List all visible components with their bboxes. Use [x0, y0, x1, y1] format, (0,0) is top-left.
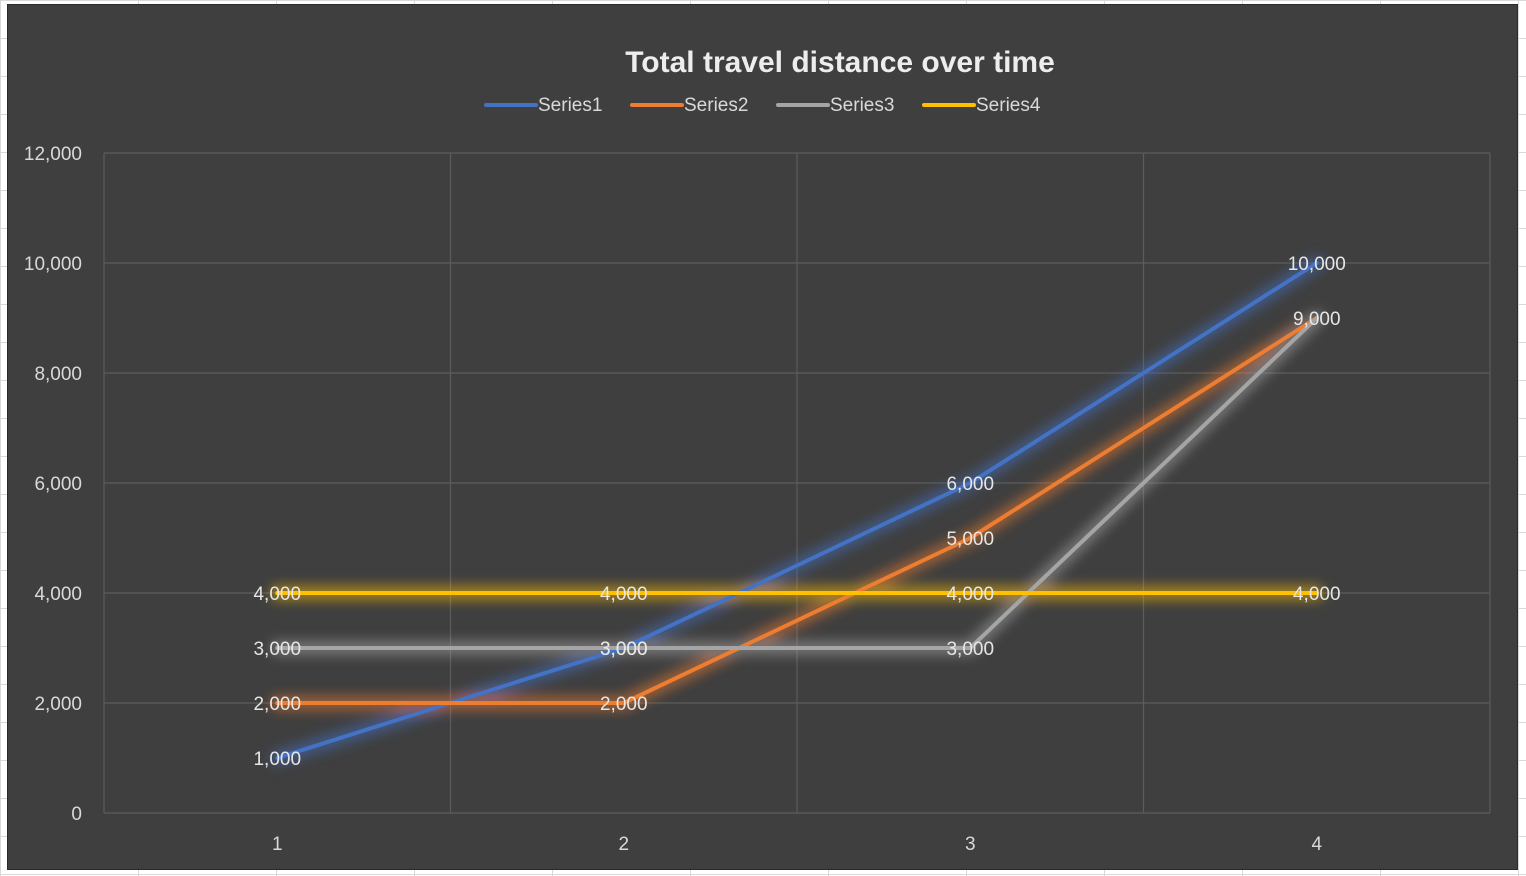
x-tick-label: 4 [1311, 834, 1322, 855]
legend-entry: Series4 [922, 95, 1041, 116]
data-label: 5,000 [946, 529, 994, 550]
series-lines [275, 261, 1319, 760]
data-label: 4,000 [253, 584, 301, 605]
data-label: 3,000 [253, 639, 301, 660]
y-tick-label: 4,000 [34, 584, 82, 605]
legend-entry: Series1 [484, 95, 602, 116]
x-axis: 1 2 3 4 [272, 834, 1323, 855]
data-label: 3,000 [600, 639, 648, 660]
legend-label: Series1 [538, 95, 602, 116]
data-label: 2,000 [600, 694, 648, 715]
legend-entry: Series3 [776, 95, 894, 116]
plot-gridlines [103, 152, 1491, 814]
y-tick-label: 12,000 [24, 144, 82, 165]
data-label: 2,000 [253, 694, 301, 715]
legend-label: Series2 [684, 95, 748, 116]
legend-label: Series3 [830, 95, 894, 116]
data-label: 4,000 [600, 584, 648, 605]
data-label: 10,000 [1288, 254, 1346, 275]
series-line-series3[interactable] [275, 316, 1319, 650]
y-tick-label: 0 [71, 804, 82, 825]
y-axis: 0 2,000 4,000 6,000 8,000 10,000 12,000 [24, 144, 82, 825]
chart-legend: Series1 Series2 Series3 Series4 [484, 95, 1041, 116]
data-labels: 1,000 3,000 6,000 10,000 2,000 2,000 5,000 9,00… [253, 254, 1345, 770]
legend-label: Series4 [976, 95, 1041, 116]
line-chart: Total travel distance over time Series1 S… [24, 46, 1491, 855]
x-tick-label: 1 [272, 834, 283, 855]
y-tick-label: 8,000 [34, 364, 82, 385]
data-label: 3,000 [946, 639, 994, 660]
chart-area[interactable]: Total travel distance over time Series1 S… [7, 4, 1518, 870]
y-tick-label: 6,000 [34, 474, 82, 495]
data-label: 4,000 [1293, 584, 1341, 605]
data-label: 9,000 [1293, 309, 1341, 330]
x-tick-label: 2 [618, 834, 629, 855]
chart-title: Total travel distance over time [625, 46, 1055, 79]
data-label: 1,000 [253, 749, 301, 770]
series-line-series2[interactable] [275, 316, 1319, 705]
data-label: 3,000 [600, 639, 648, 660]
data-label: 4,000 [946, 584, 994, 605]
y-tick-label: 2,000 [34, 694, 82, 715]
y-tick-label: 10,000 [24, 254, 82, 275]
data-label: 6,000 [946, 474, 994, 495]
legend-entry: Series2 [630, 95, 748, 116]
x-tick-label: 3 [965, 834, 976, 855]
